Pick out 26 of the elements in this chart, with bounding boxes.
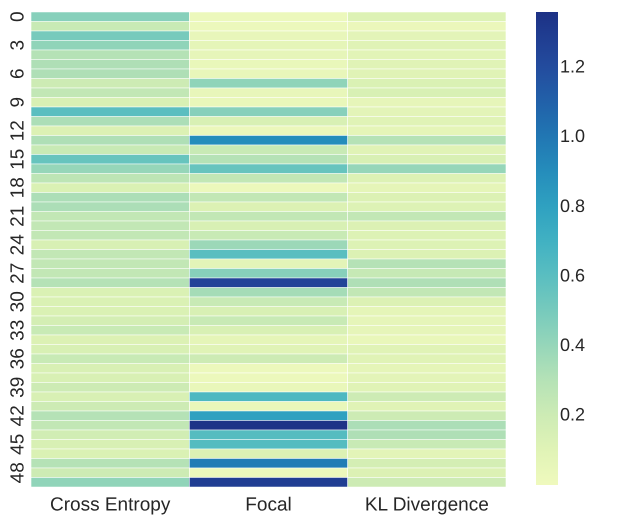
y-tick-label: 39 (8, 376, 28, 398)
color-bar-label: 0.4 (560, 334, 586, 355)
y-tick-label: 0 (8, 11, 28, 22)
color-bar-label: 1.0 (560, 126, 586, 146)
x-tick-label: KL Divergence (364, 494, 489, 516)
color-bar-label: 1.2 (560, 56, 586, 77)
color-bar-label: 0.6 (560, 265, 586, 286)
y-tick-label: 24 (8, 234, 28, 256)
y-tick-label: 15 (8, 148, 28, 170)
y-tick-label: 30 (8, 291, 28, 312)
y-tick-label: 21 (8, 206, 28, 227)
y-tick-label: 27 (8, 262, 28, 284)
y-tick-label: 9 (8, 96, 28, 108)
y-tick-label: 33 (8, 320, 28, 341)
x-tick-label: Cross Entropy (50, 494, 171, 516)
y-tick-label: 12 (8, 120, 28, 142)
y-tick-label: 42 (8, 405, 28, 426)
color-bar-label: 0.2 (560, 404, 586, 424)
y-tick-label: 3 (8, 40, 28, 51)
y-tick-label: 18 (8, 177, 28, 198)
y-tick-label: 48 (8, 462, 28, 484)
y-tick-label: 36 (8, 348, 28, 370)
x-tick-label: Focal (245, 494, 292, 516)
color-bar-label: 0.8 (560, 196, 586, 216)
y-tick-label: 6 (8, 68, 28, 80)
y-tick-label: 45 (8, 434, 28, 455)
